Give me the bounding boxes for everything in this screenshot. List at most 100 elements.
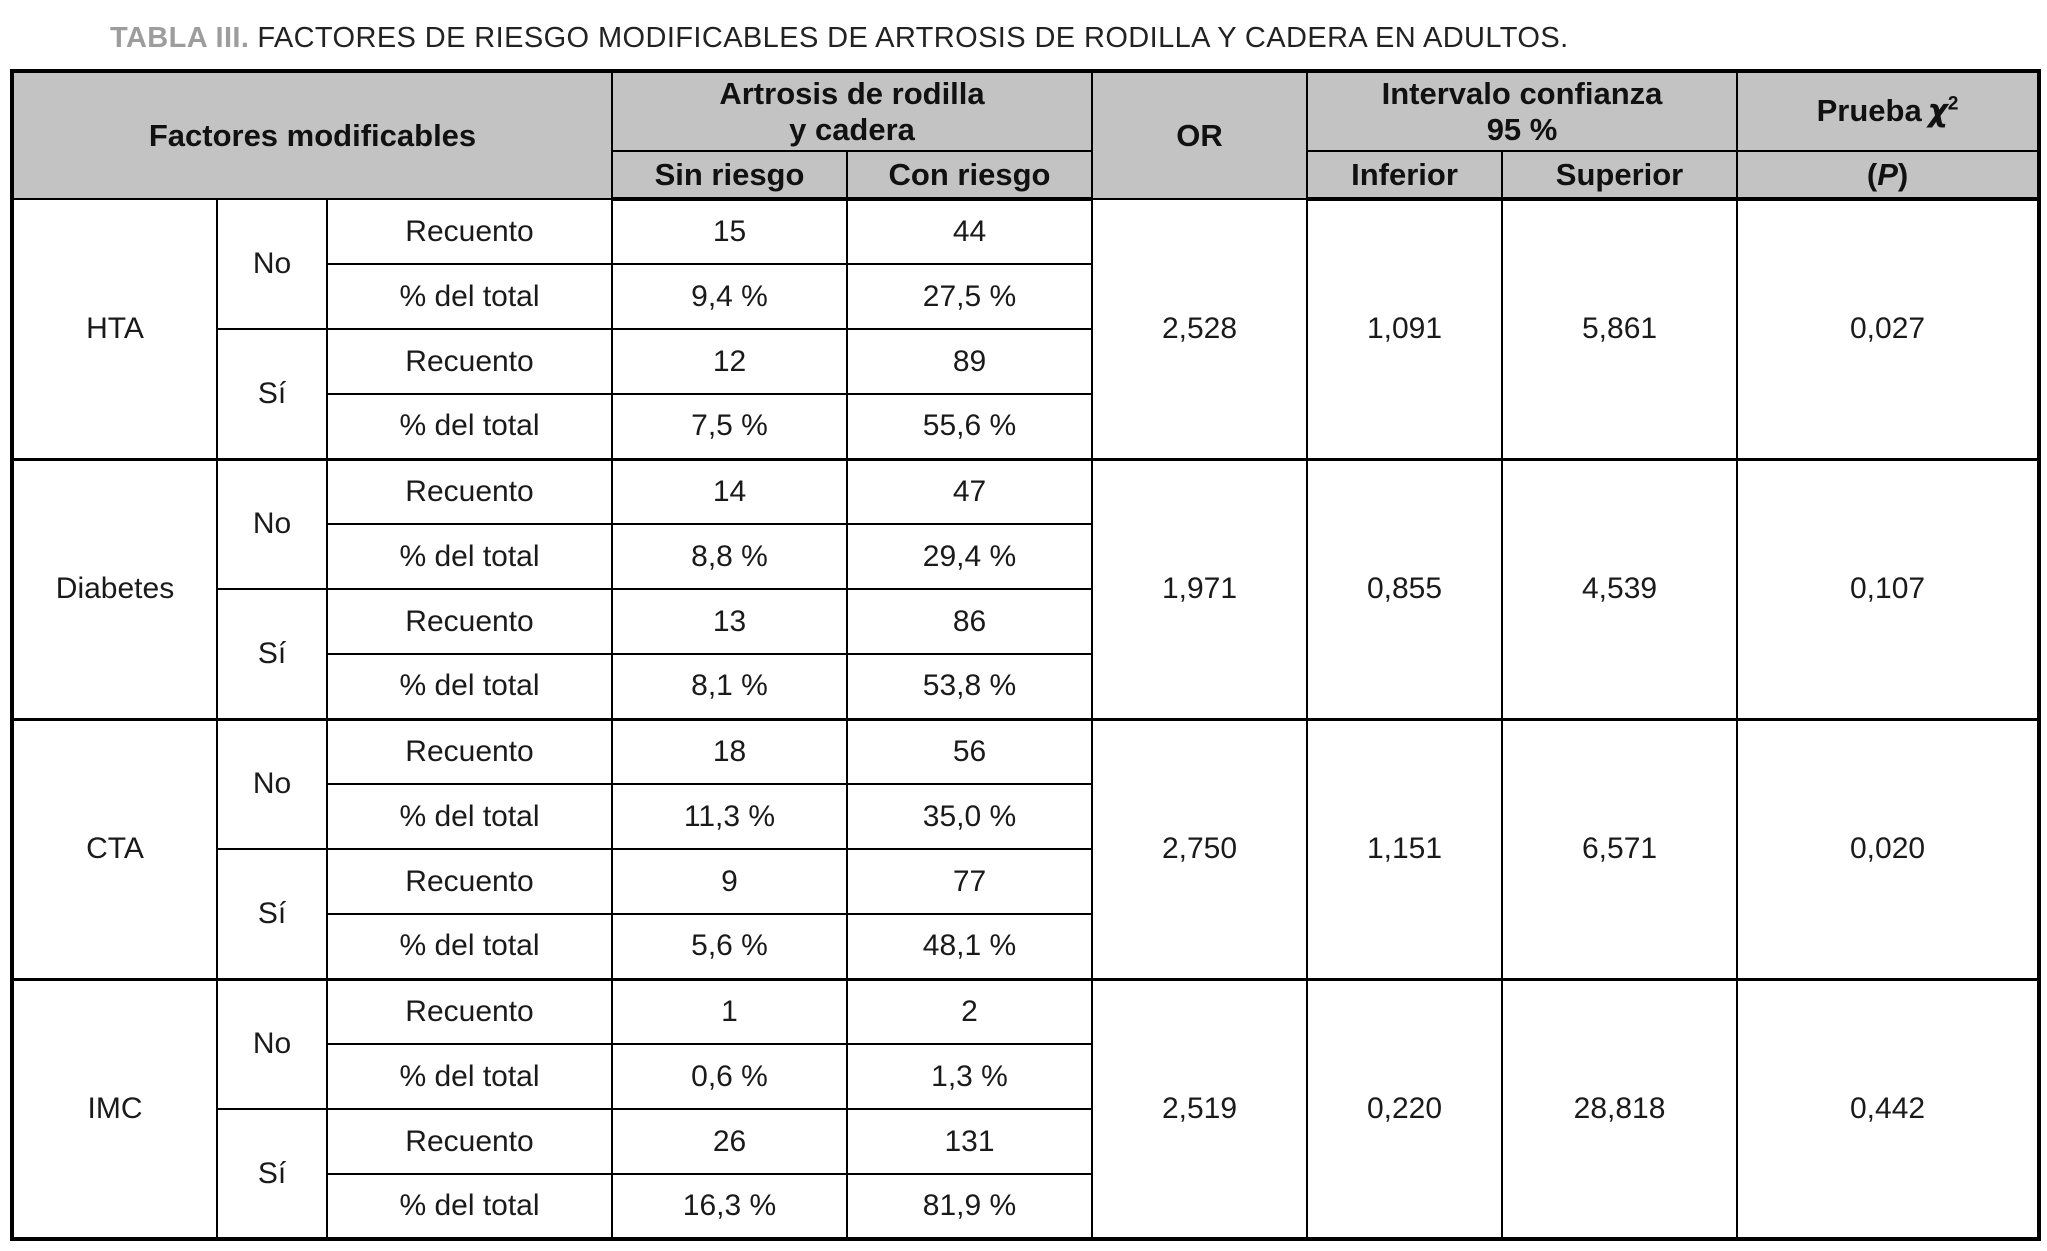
ci-inferior-imc: 0,220: [1306, 977, 1504, 1240]
measure-label-pct: % del total: [326, 393, 613, 460]
ci-inferior-cta: 1,151: [1306, 717, 1504, 980]
count-sin-riesgo-cell: 14: [611, 457, 848, 525]
pct-sin-riesgo-cell: 8,1 %: [611, 653, 848, 720]
factor-cell-cta: CTA: [11, 717, 218, 980]
header-sin-riesgo: Sin riesgo: [611, 150, 848, 201]
pct-sin-riesgo-cell: 5,6 %: [611, 913, 848, 980]
or-value-cta: 2,750: [1091, 717, 1309, 980]
table-caption-text: FACTORES DE RIESGO MODIFICABLES DE ARTRO…: [257, 22, 1569, 54]
header-prueba-chi2: Prueba χ2: [1736, 70, 2041, 152]
count-sin-riesgo-cell: 15: [611, 198, 848, 265]
pct-sin-riesgo-cell: 0,6 %: [611, 1043, 848, 1110]
measure-label-pct: % del total: [326, 913, 613, 980]
count-con-riesgo-cell: 44: [845, 198, 1094, 265]
p-value-cta: 0,020: [1736, 717, 2041, 980]
measure-label-pct: % del total: [326, 653, 613, 720]
measure-label-pct: % del total: [326, 783, 613, 850]
header-intervalo-line2: 95 %: [1486, 111, 1558, 147]
category-si-hta: Sí: [216, 328, 328, 460]
measure-label-recuento: Recuento: [326, 717, 613, 785]
count-sin-riesgo-cell: 9: [611, 848, 848, 915]
pct-con-riesgo-cell: 55,6 %: [845, 393, 1094, 460]
p-letter: P: [1877, 156, 1898, 192]
ci-superior-imc: 28,818: [1501, 977, 1739, 1240]
category-no-imc: No: [216, 977, 328, 1110]
pct-con-riesgo-cell: 35,0 %: [845, 783, 1094, 850]
measure-label-recuento: Recuento: [326, 198, 613, 265]
measure-label-pct: % del total: [326, 1043, 613, 1110]
count-sin-riesgo-cell: 1: [611, 977, 848, 1045]
count-sin-riesgo-cell: 18: [611, 717, 848, 785]
pct-sin-riesgo-cell: 16,3 %: [611, 1173, 848, 1240]
chi-symbol: χ: [1927, 93, 1948, 130]
measure-label-pct: % del total: [326, 263, 613, 330]
count-sin-riesgo-cell: 13: [611, 588, 848, 655]
factor-cell-hta: HTA: [11, 198, 218, 460]
ci-inferior-hta: 1,091: [1306, 198, 1504, 460]
pct-con-riesgo-cell: 48,1 %: [845, 913, 1094, 980]
pct-sin-riesgo-cell: 11,3 %: [611, 783, 848, 850]
header-artrosis-line2: y cadera: [789, 111, 915, 147]
or-value-diabetes: 1,971: [1091, 457, 1309, 720]
header-intervalo-confianza: Intervalo confianza 95 %: [1306, 70, 1739, 152]
category-no-cta: No: [216, 717, 328, 850]
pct-con-riesgo-cell: 1,3 %: [845, 1043, 1094, 1110]
p-value-hta: 0,027: [1736, 198, 2041, 460]
count-con-riesgo-cell: 56: [845, 717, 1094, 785]
or-value-hta: 2,528: [1091, 198, 1309, 460]
measure-label-recuento: Recuento: [326, 1108, 613, 1175]
or-value-imc: 2,519: [1091, 977, 1309, 1240]
ci-superior-cta: 6,571: [1501, 717, 1739, 980]
header-artrosis-line1: Artrosis de rodilla: [719, 75, 985, 111]
measure-label-recuento: Recuento: [326, 457, 613, 525]
header-or: OR: [1091, 70, 1309, 200]
p-value-diabetes: 0,107: [1736, 457, 2041, 720]
risk-factors-table: Factores modificables Artrosis de rodill…: [10, 69, 2042, 1241]
measure-label-recuento: Recuento: [326, 328, 613, 395]
pct-sin-riesgo-cell: 9,4 %: [611, 263, 848, 330]
pct-con-riesgo-cell: 53,8 %: [845, 653, 1094, 720]
factor-cell-imc: IMC: [11, 977, 218, 1240]
header-inferior: Inferior: [1306, 150, 1504, 201]
pct-con-riesgo-cell: 29,4 %: [845, 523, 1094, 590]
table-caption: TABLA III. FACTORES DE RIESGO MODIFICABLE…: [110, 22, 2037, 55]
count-sin-riesgo-cell: 12: [611, 328, 848, 395]
header-prueba-label: Prueba: [1816, 93, 1922, 129]
count-con-riesgo-cell: 89: [845, 328, 1094, 395]
count-con-riesgo-cell: 2: [845, 977, 1094, 1045]
header-p: (P): [1736, 150, 2041, 201]
measure-label-recuento: Recuento: [326, 588, 613, 655]
count-con-riesgo-cell: 86: [845, 588, 1094, 655]
measure-label-recuento: Recuento: [326, 977, 613, 1045]
header-superior: Superior: [1501, 150, 1739, 201]
count-con-riesgo-cell: 47: [845, 457, 1094, 525]
category-no-hta: No: [216, 198, 328, 330]
category-si-imc: Sí: [216, 1108, 328, 1240]
measure-label-pct: % del total: [326, 1173, 613, 1240]
ci-superior-diabetes: 4,539: [1501, 457, 1739, 720]
pct-con-riesgo-cell: 27,5 %: [845, 263, 1094, 330]
count-con-riesgo-cell: 131: [845, 1108, 1094, 1175]
pct-sin-riesgo-cell: 8,8 %: [611, 523, 848, 590]
count-sin-riesgo-cell: 26: [611, 1108, 848, 1175]
p-close-paren: ): [1897, 156, 1909, 192]
header-artrosis-rodilla-cadera: Artrosis de rodilla y cadera: [610, 70, 1094, 152]
category-si-cta: Sí: [216, 848, 328, 980]
header-intervalo-line1: Intervalo confianza: [1381, 75, 1663, 111]
header-con-riesgo: Con riesgo: [845, 150, 1094, 201]
pct-con-riesgo-cell: 81,9 %: [845, 1173, 1094, 1240]
header-factores-modificables: Factores modificables: [11, 70, 613, 200]
p-value-imc: 0,442: [1736, 977, 2041, 1240]
category-si-diabetes: Sí: [216, 588, 328, 720]
pct-sin-riesgo-cell: 7,5 %: [611, 393, 848, 460]
table-caption-label: TABLA III.: [110, 22, 250, 54]
factor-cell-diabetes: Diabetes: [11, 457, 218, 720]
p-open-paren: (: [1866, 156, 1878, 192]
ci-inferior-diabetes: 0,855: [1306, 457, 1504, 720]
category-no-diabetes: No: [216, 457, 328, 590]
count-con-riesgo-cell: 77: [845, 848, 1094, 915]
measure-label-pct: % del total: [326, 523, 613, 590]
ci-superior-hta: 5,861: [1501, 198, 1739, 460]
measure-label-recuento: Recuento: [326, 848, 613, 915]
